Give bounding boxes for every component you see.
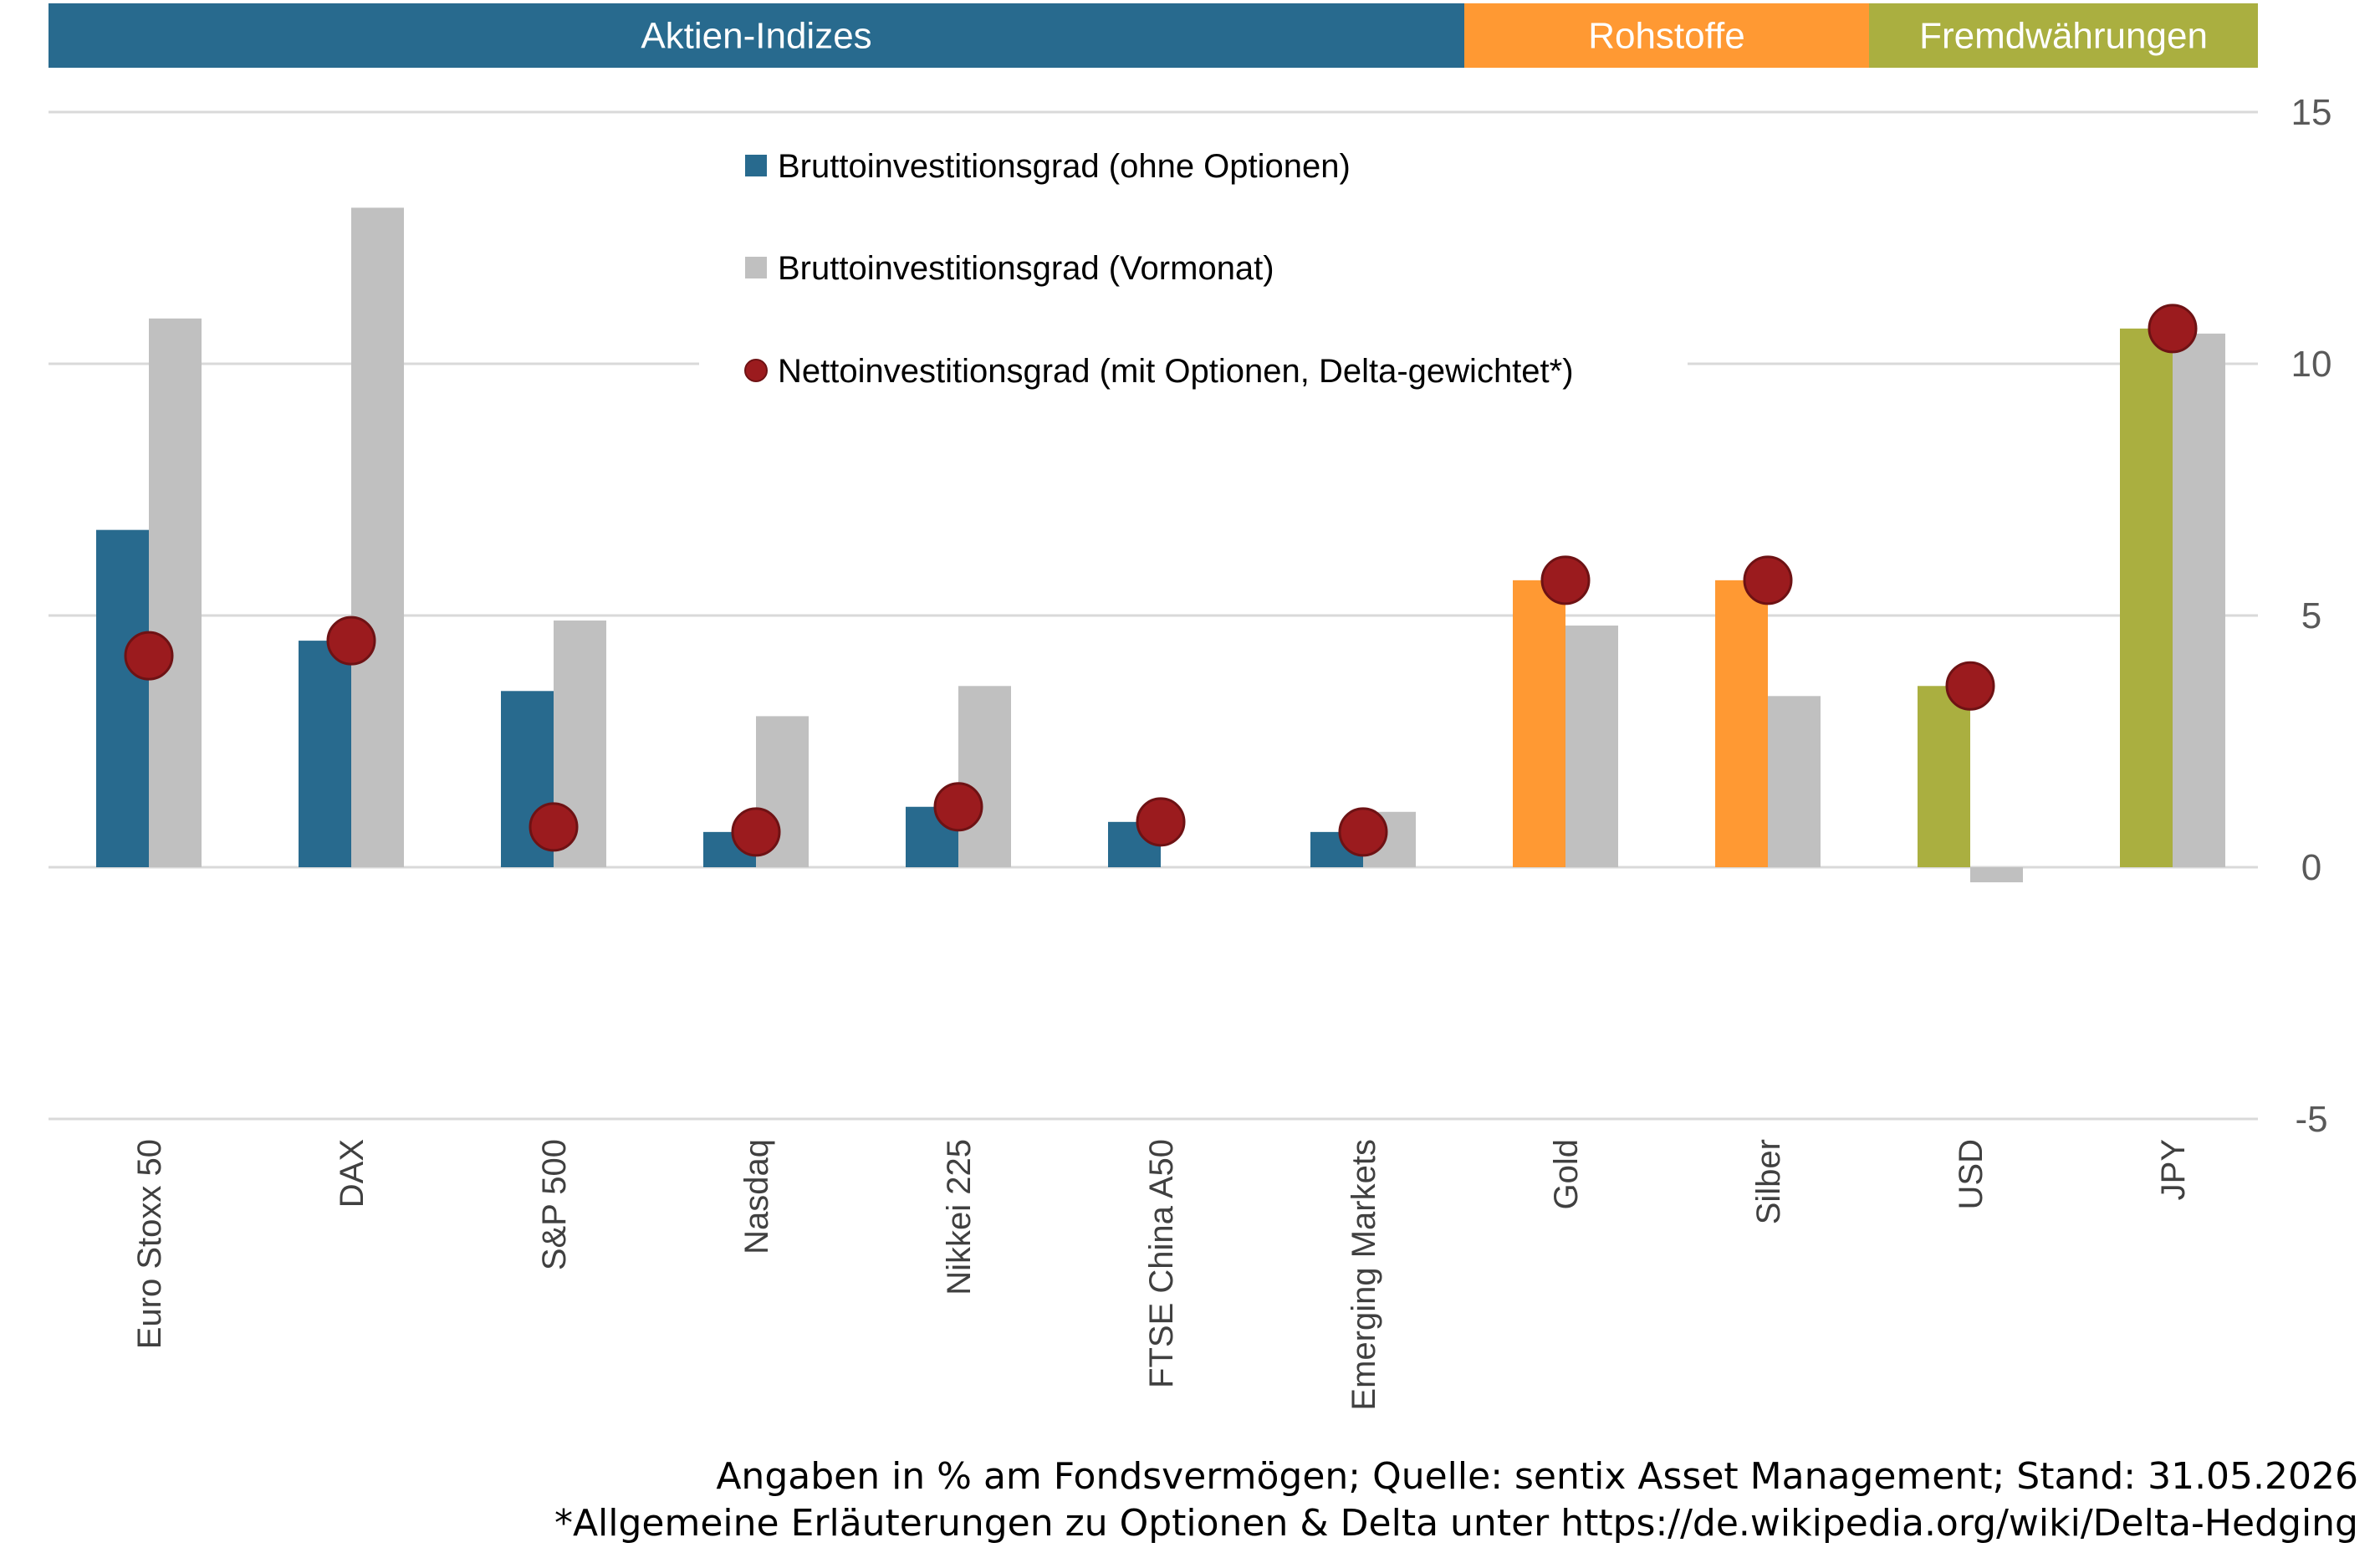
marker-net-7 (1540, 555, 1591, 605)
legend-label-0: Bruttoinvestitionsgrad (ohne Optionen) (778, 148, 1351, 185)
category-label-3: Nasdaq (738, 1139, 775, 1254)
bar-gross-8 (1715, 580, 1768, 867)
category-label-4: Nikkei 225 (941, 1139, 978, 1295)
marker-net-5 (1136, 797, 1186, 847)
marker-net-4 (933, 782, 983, 832)
y-tick-label-2: 5 (2301, 595, 2321, 636)
category-labels: Euro Stoxx 50 DAX S&P 500 Nasdaq Nikkei 225 F… (131, 1139, 2192, 1411)
footnote-source: Angaben in % am Fondsvermögen; Quelle: s… (716, 1455, 2358, 1498)
group-label-2: Fremdwährungen (1919, 16, 2208, 57)
footnote-delta-hedging: *Allgemeine Erläuterungen zu Optionen & … (554, 1502, 2358, 1545)
y-tick-label-3: 0 (2301, 847, 2321, 888)
legend: Bruttoinvestitionsgrad (ohne Optionen) Br… (744, 148, 1574, 390)
y-tick-label-0: 15 (2291, 92, 2332, 133)
group-band-0 (49, 3, 1464, 68)
group-label-0: Aktien-Indizes (641, 16, 871, 57)
marker-net-6 (1338, 807, 1388, 857)
legend-label-1: Bruttoinvestitionsgrad (Vormonat) (778, 250, 1274, 287)
category-label-2: S&P 500 (536, 1139, 573, 1270)
category-label-0: Euro Stoxx 50 (131, 1139, 168, 1349)
category-label-9: USD (1953, 1139, 1989, 1209)
group-band-1 (1464, 3, 1869, 68)
group-band-2 (1869, 3, 2258, 68)
category-label-7: Gold (1548, 1139, 1585, 1210)
marker-net-3 (731, 807, 781, 857)
y-axis-ticks: 15 10 5 0 -5 (2291, 92, 2332, 1140)
category-label-1: DAX (334, 1139, 370, 1208)
bar-gross-1 (299, 641, 351, 867)
bar-gross-0 (96, 529, 149, 867)
legend-swatch-1 (745, 257, 767, 278)
bars (96, 207, 2225, 883)
marker-net-0 (124, 631, 174, 681)
bar-gross-7 (1513, 580, 1565, 867)
category-group-headers: Aktien-Indizes Rohstoffe Fremdwährungen (49, 3, 2258, 68)
legend-swatch-0 (745, 155, 767, 176)
category-label-8: Silber (1750, 1139, 1787, 1224)
bar-previous-9 (1970, 867, 2023, 883)
y-tick-label-4: -5 (2295, 1099, 2327, 1140)
category-label-10: JPY (2155, 1139, 2192, 1200)
legend-swatch-2 (744, 359, 768, 382)
marker-net-10 (2148, 304, 2198, 354)
marker-net-8 (1743, 555, 1793, 605)
bar-previous-10 (2173, 333, 2225, 867)
marker-net-1 (326, 615, 376, 666)
bar-previous-7 (1565, 626, 1618, 867)
legend-label-2: Nettoinvestitionsgrad (mit Optionen, Del… (778, 353, 1574, 390)
legend-box (699, 125, 1688, 410)
bar-gross-10 (2120, 328, 2173, 867)
net-markers (124, 304, 2198, 857)
bar-previous-0 (149, 318, 202, 867)
group-label-1: Rohstoffe (1588, 16, 1745, 57)
legend-background (699, 125, 1688, 410)
bar-previous-1 (351, 207, 404, 867)
category-label-6: Emerging Markets (1346, 1139, 1382, 1411)
bar-previous-8 (1768, 696, 1821, 867)
bar-previous-4 (958, 686, 1011, 867)
bar-gross-9 (1918, 686, 1970, 867)
y-tick-label-1: 10 (2291, 344, 2332, 385)
marker-net-9 (1945, 661, 1995, 711)
marker-net-2 (529, 802, 579, 852)
category-label-5: FTSE China A50 (1143, 1139, 1180, 1388)
